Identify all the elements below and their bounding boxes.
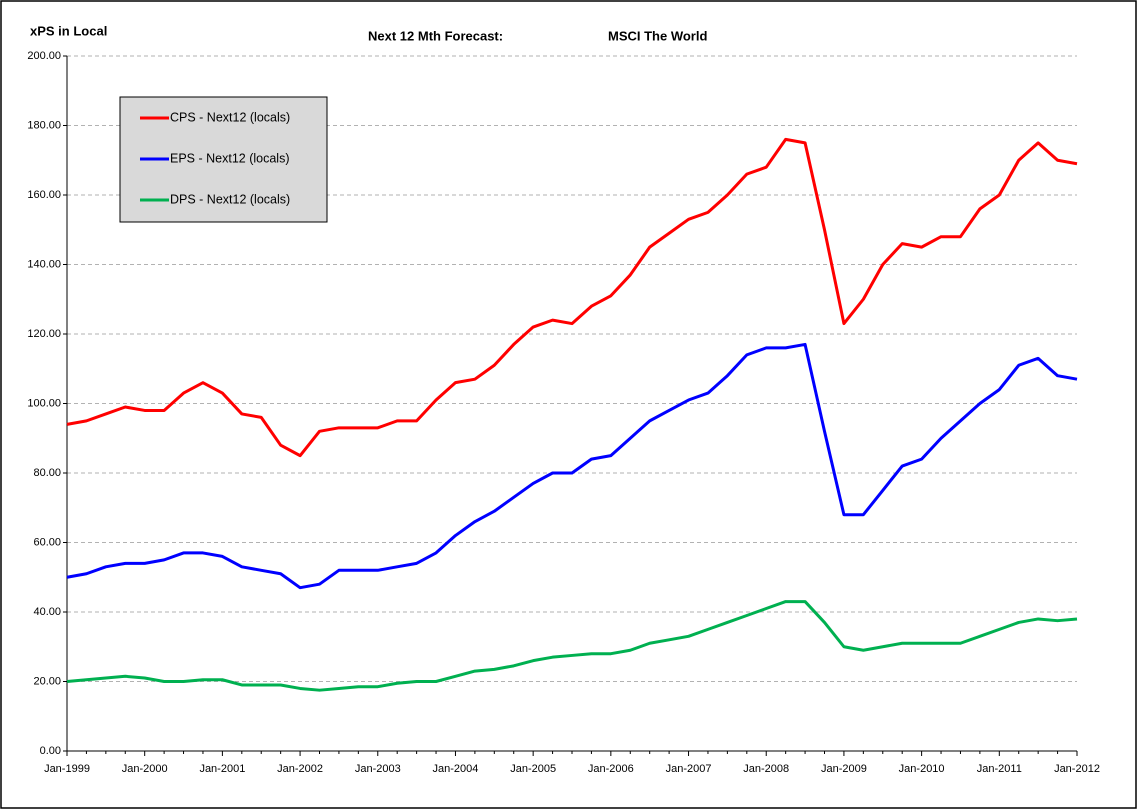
x-tick-label: Jan-2004 — [433, 763, 479, 775]
series-line — [66, 600, 1078, 692]
y-tick-label: 140.00 — [27, 258, 61, 270]
y-tick-label: 160.00 — [27, 189, 61, 201]
y-tick-label: 200.00 — [27, 50, 61, 62]
x-tick-label: Jan-2007 — [666, 763, 712, 775]
x-tick-label: Jan-2009 — [821, 763, 867, 775]
x-tick-label: Jan-2001 — [199, 763, 245, 775]
x-tick-label: Jan-2006 — [588, 763, 634, 775]
legend-label: EPS - Next12 (locals) — [170, 151, 289, 165]
x-tick-label: Jan-2005 — [510, 763, 556, 775]
legend-label: CPS - Next12 (locals) — [170, 110, 290, 124]
series-line — [66, 342, 1078, 590]
x-tick-label: Jan-2000 — [122, 763, 168, 775]
y-tick-label: 40.00 — [33, 606, 61, 618]
chart-subtitle: MSCI The World — [608, 28, 707, 43]
y-tick-label: 60.00 — [33, 536, 61, 548]
y-tick-label: 80.00 — [33, 467, 61, 479]
y-tick-label: 100.00 — [27, 397, 61, 409]
x-tick-label: Jan-2011 — [977, 763, 1022, 775]
y-tick-label: 180.00 — [27, 119, 61, 131]
chart-title: Next 12 Mth Forecast: — [368, 28, 503, 43]
x-tick-label: Jan-2010 — [899, 763, 945, 775]
x-tick-label: Jan-2002 — [277, 763, 323, 775]
y-tick-label: 0.00 — [40, 745, 61, 757]
legend-label: DPS - Next12 (locals) — [170, 192, 290, 206]
y-tick-label: 20.00 — [33, 675, 61, 687]
series-line — [66, 137, 1078, 458]
x-tick-label: Jan-1999 — [44, 763, 90, 775]
y-axis-label: xPS in Local — [30, 23, 107, 38]
y-tick-label: 120.00 — [27, 328, 61, 340]
x-tick-label: Jan-2003 — [355, 763, 401, 775]
x-tick-label: Jan-2008 — [743, 763, 789, 775]
x-tick-label: Jan-2012 — [1054, 763, 1100, 775]
